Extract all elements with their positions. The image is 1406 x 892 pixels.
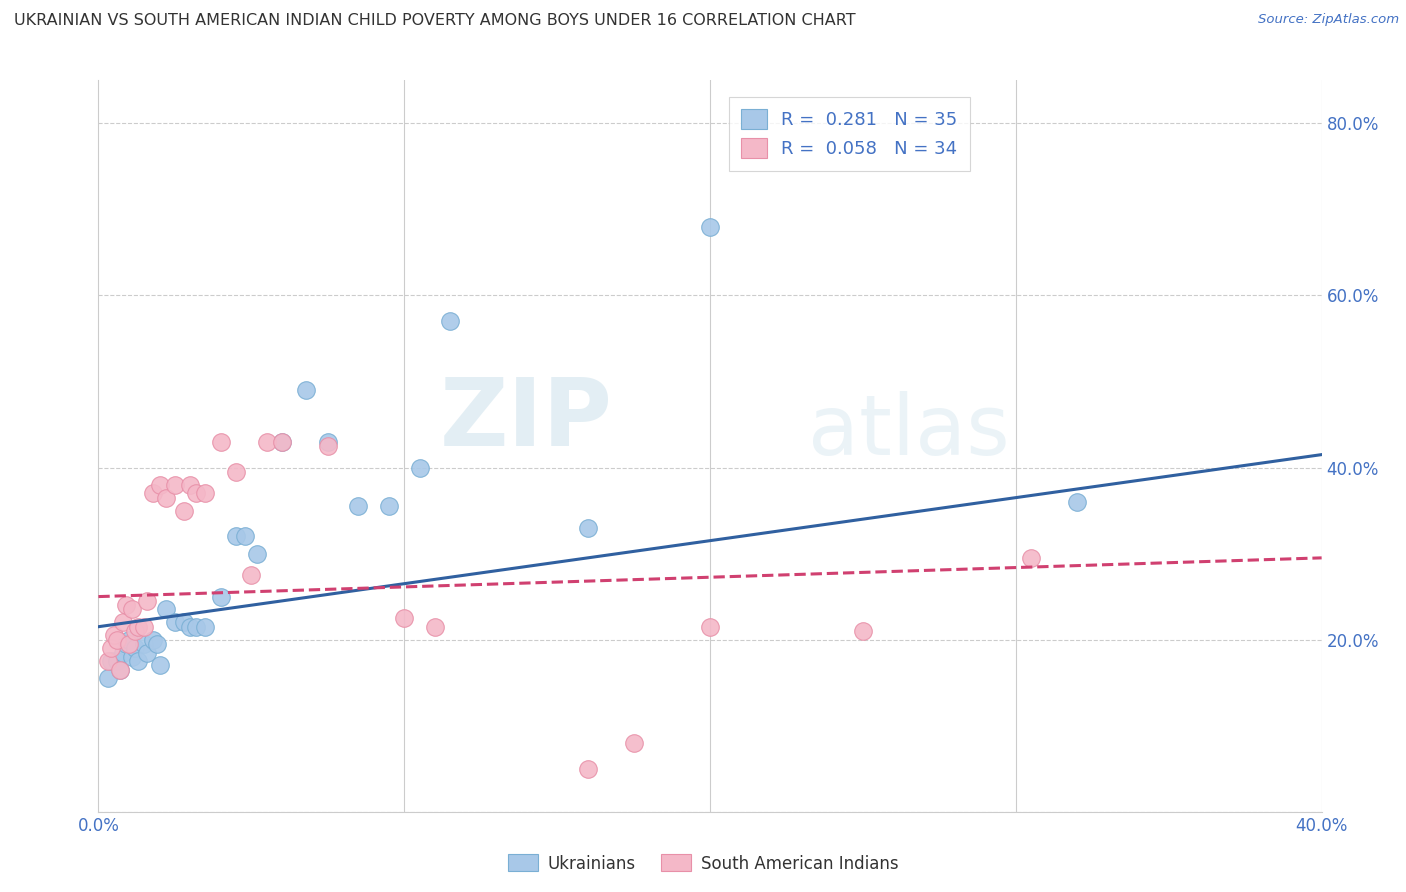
Point [163,477,186,491]
Point [295,383,318,397]
Point [225,465,247,479]
Text: Source: ZipAtlas.com: Source: ZipAtlas.com [1258,13,1399,27]
Point [124,624,146,638]
Point [108,663,131,677]
Point [576,521,599,535]
Point [173,503,195,517]
Point [145,637,167,651]
Point [142,486,165,500]
Point [240,568,263,582]
Point [115,637,138,651]
Point [392,611,416,625]
Point [209,434,232,449]
Point [173,615,195,630]
Point [118,637,141,651]
Point [121,649,143,664]
Point [105,632,128,647]
Point [256,434,278,449]
Point [179,620,201,634]
Point [699,219,721,234]
Point [142,632,165,647]
Point [97,671,120,685]
Point [439,314,461,328]
Point [246,547,269,561]
Point [852,624,875,638]
Point [134,637,156,651]
Point [316,439,339,453]
Point [576,762,599,776]
Legend: R =  0.281   N = 35, R =  0.058   N = 34: R = 0.281 N = 35, R = 0.058 N = 34 [728,96,970,170]
Point [100,654,122,668]
Point [127,654,149,668]
Point [115,598,138,612]
Point [623,736,645,750]
Point [136,646,159,660]
Point [163,615,186,630]
Point [270,434,292,449]
Point [136,594,159,608]
Point [270,434,292,449]
Point [1066,495,1088,509]
Point [149,477,172,491]
Point [97,654,120,668]
Point [194,486,217,500]
Point [134,620,156,634]
Point [108,663,131,677]
Point [103,628,125,642]
Point [118,632,141,647]
Point [233,529,256,543]
Point [316,434,339,449]
Text: ZIP: ZIP [439,375,612,467]
Point [121,602,143,616]
Point [209,590,232,604]
Point [408,460,430,475]
Point [149,658,172,673]
Point [225,529,247,543]
Point [124,641,146,656]
Point [111,646,134,660]
Point [105,654,128,668]
Point [155,602,177,616]
Point [186,620,208,634]
Point [699,620,721,634]
Point [179,477,201,491]
Point [1019,550,1042,565]
Legend: Ukrainians, South American Indians: Ukrainians, South American Indians [501,847,905,880]
Point [100,641,122,656]
Point [155,491,177,505]
Point [127,620,149,634]
Point [423,620,446,634]
Text: atlas: atlas [808,391,1010,472]
Point [347,500,370,514]
Point [111,615,134,630]
Point [378,500,401,514]
Text: UKRAINIAN VS SOUTH AMERICAN INDIAN CHILD POVERTY AMONG BOYS UNDER 16 CORRELATION: UKRAINIAN VS SOUTH AMERICAN INDIAN CHILD… [14,13,856,29]
Point [186,486,208,500]
Point [194,620,217,634]
